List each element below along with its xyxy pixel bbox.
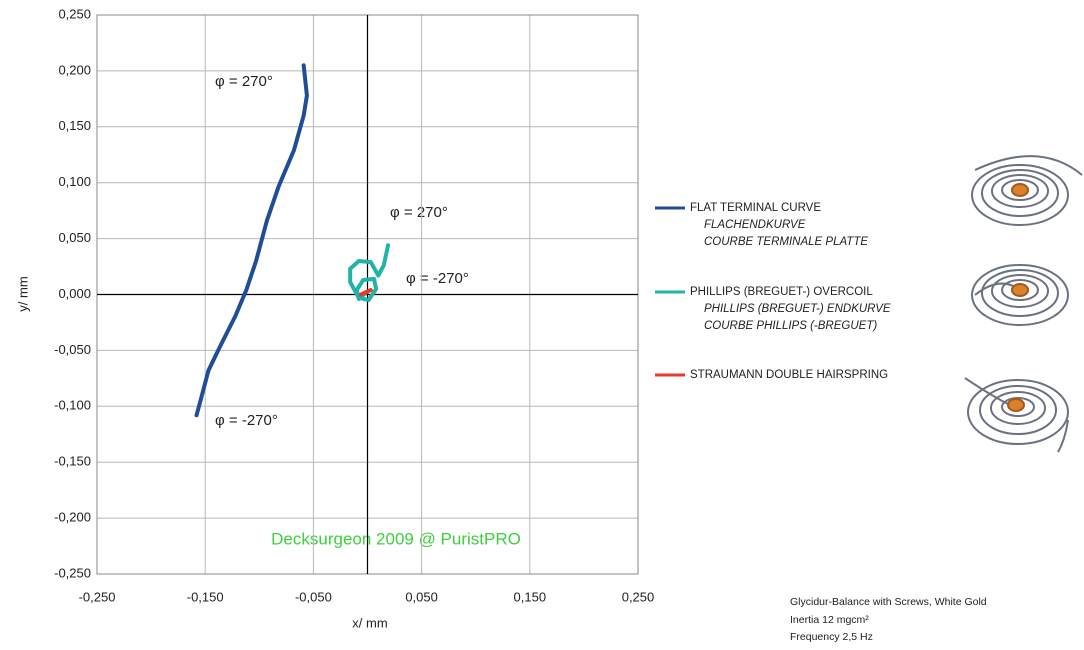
x-tick-label: 0,150: [514, 589, 547, 604]
y-tick-label: 0,150: [58, 118, 91, 133]
annotation: φ = -270°: [406, 270, 469, 287]
y-tick-label: -0,150: [54, 454, 91, 469]
note: Inertia 12 mgcm²: [790, 614, 869, 626]
y-axis-label: y/ mm: [15, 276, 30, 311]
spring-icon: [971, 155, 1083, 226]
y-tick-label: 0,100: [58, 174, 91, 189]
legend-sublabel: COURBE PHILLIPS (-BREGUET): [704, 320, 877, 332]
annotation: φ = 270°: [215, 73, 273, 90]
y-tick-label: -0,250: [54, 565, 91, 580]
y-tick-label: -0,050: [54, 342, 91, 357]
legend-label: PHILLIPS (BREGUET-) OVERCOIL: [690, 286, 873, 298]
x-axis-label: x/ mm: [352, 615, 387, 630]
annotation: φ = -270°: [215, 412, 278, 429]
x-tick-label: -0,150: [187, 589, 224, 604]
y-tick-label: -0,200: [54, 510, 91, 525]
legend-label: FLAT TERMINAL CURVE: [690, 202, 821, 214]
spring-icon: [964, 377, 1069, 453]
note: Glycidur-Balance with Screws, White Gold: [790, 596, 987, 608]
series-line: [348, 243, 391, 303]
legend-sublabel: COURBE TERMINALE PLATTE: [704, 236, 868, 248]
annotation: φ = 270°: [390, 204, 448, 221]
note: Frequency 2,5 Hz: [790, 631, 873, 643]
x-tick-label: -0,050: [295, 589, 332, 604]
legend-sublabel: FLACHENDKURVE: [704, 219, 806, 231]
x-tick-label: 0,250: [622, 589, 655, 604]
series-line: [194, 63, 309, 418]
legend-sublabel: PHILLIPS (BREGUET-) ENDKURVE: [704, 303, 891, 315]
y-tick-label: 0,250: [58, 6, 91, 21]
series-line: [359, 288, 373, 297]
y-tick-label: 0,200: [58, 62, 91, 77]
spring-icon: [971, 264, 1069, 326]
y-tick-label: -0,100: [54, 398, 91, 413]
watermark: Decksurgeon 2009 @ PuristPRO: [271, 529, 521, 548]
y-tick-label: 0,050: [58, 230, 91, 245]
x-tick-label: -0,250: [79, 589, 116, 604]
y-tick-label: 0,000: [58, 286, 91, 301]
x-tick-label: 0,050: [405, 589, 438, 604]
legend-label: STRAUMANN DOUBLE HAIRSPRING: [690, 369, 888, 381]
